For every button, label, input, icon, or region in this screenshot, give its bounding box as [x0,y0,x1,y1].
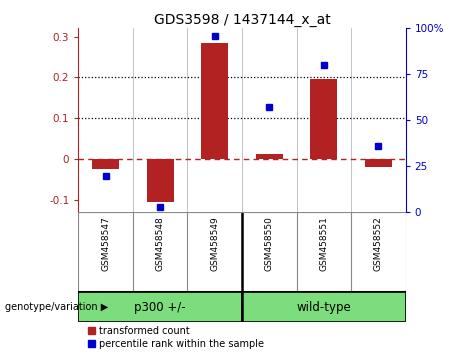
Title: GDS3598 / 1437144_x_at: GDS3598 / 1437144_x_at [154,13,331,27]
Text: genotype/variation ▶: genotype/variation ▶ [5,302,108,312]
Bar [78,292,242,322]
Text: GSM458550: GSM458550 [265,216,274,271]
Text: GSM458551: GSM458551 [319,216,328,271]
Bar [201,42,228,159]
Bar [256,154,283,159]
Text: GSM458548: GSM458548 [156,216,165,271]
Legend: transformed count, percentile rank within the sample: transformed count, percentile rank withi… [88,326,264,349]
Bar [310,79,337,159]
Bar [365,159,392,167]
Text: GSM458552: GSM458552 [374,216,383,271]
Text: wild-type: wild-type [296,301,351,314]
Bar [147,159,174,202]
Text: GSM458549: GSM458549 [210,216,219,271]
Bar [92,159,119,170]
Bar [242,292,406,322]
Text: p300 +/-: p300 +/- [135,301,186,314]
Text: GSM458547: GSM458547 [101,216,110,271]
